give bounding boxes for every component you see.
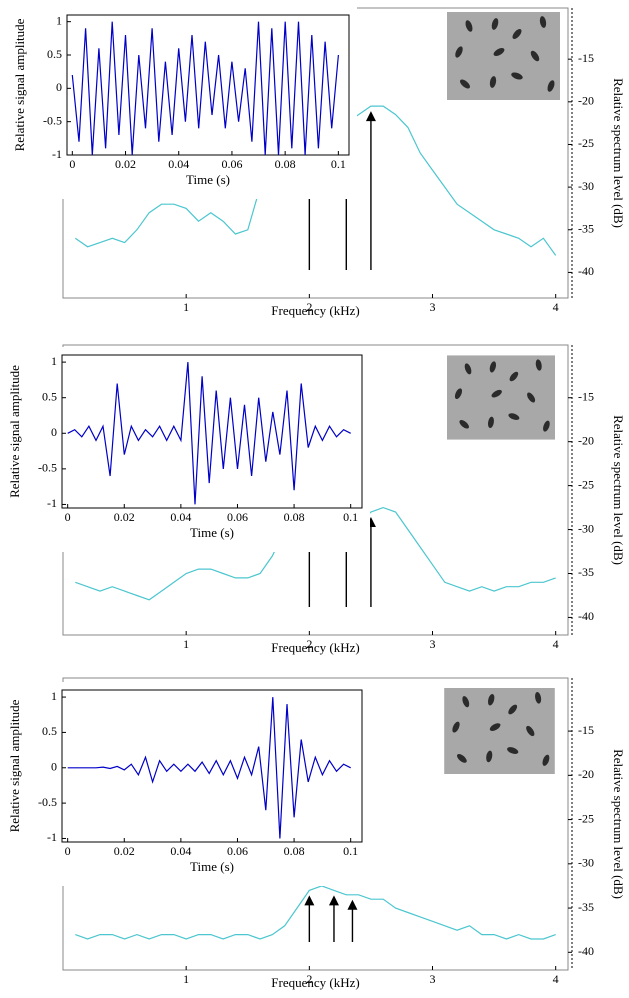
y-axis-label: Relative spectrum level (dB) — [611, 78, 626, 228]
seed-photo — [447, 12, 560, 100]
y-tick-label: -35 — [578, 222, 594, 236]
x-tick-label: 0.08 — [275, 157, 296, 171]
y-tick-label: 0.5 — [42, 724, 57, 738]
x-tick-label: 1 — [183, 300, 189, 314]
y-tick-label: -15 — [578, 389, 594, 403]
y-tick-label: -25 — [578, 477, 594, 491]
x-tick-label: 0.08 — [284, 844, 305, 858]
y-tick-label: 0.5 — [42, 389, 57, 403]
x-axis-label: Frequency (kHz) — [271, 303, 359, 318]
x-axis-label: Frequency (kHz) — [271, 975, 359, 990]
y-axis-label: Relative signal amplitude — [7, 365, 22, 498]
x-tick-label: 2 — [306, 637, 312, 651]
x-axis-label: Time (s) — [190, 525, 234, 540]
waveform-inset: 0 0.02 0.04 0.06 0.08 0.1 -1 -0.5 0 0.5 1 Time (s) R… — [7, 347, 370, 552]
arrow-head — [328, 895, 339, 906]
plot-frame — [61, 354, 363, 509]
y-axis-label: Relative signal amplitude — [12, 18, 27, 151]
x-tick-label: 3 — [430, 972, 436, 986]
y-tick-label: 0 — [51, 425, 57, 439]
x-tick-label: 0.1 — [343, 510, 358, 524]
x-tick-label: 0.06 — [227, 510, 248, 524]
x-tick-label: 4 — [553, 972, 559, 986]
y-tick-label: -30 — [578, 521, 594, 535]
arrow-head — [365, 111, 376, 122]
x-tick-label: 0 — [65, 844, 71, 858]
inset-background — [10, 682, 370, 886]
y-tick-label: 1 — [51, 354, 57, 368]
y-tick-label: -40 — [578, 944, 594, 958]
seed-photo — [444, 688, 555, 774]
y-tick-label: -1 — [52, 147, 62, 161]
y-tick-label: -35 — [578, 565, 594, 579]
x-tick-label: 0.1 — [331, 157, 346, 171]
arrow-head — [347, 899, 358, 910]
x-tick-label: 0.06 — [227, 844, 248, 858]
x-tick-label: 0.1 — [343, 844, 358, 858]
waveform-inset: 0 0.02 0.04 0.06 0.08 0.1 -1 -0.5 0 0.5 1 Time (s) R… — [12, 7, 357, 199]
y-axis-label: Relative spectrum level (dB) — [611, 749, 626, 899]
y-tick-label: -30 — [578, 856, 594, 870]
seed-photo — [447, 355, 555, 440]
x-tick-label: 0 — [69, 157, 75, 171]
y-tick-label: -1 — [47, 496, 57, 510]
y-tick-label: -0.5 — [43, 113, 62, 127]
y-axis-label: Relative signal amplitude — [7, 699, 22, 832]
x-tick-label: 3 — [430, 637, 436, 651]
x-tick-label: 0 — [65, 510, 71, 524]
x-tick-label: 0.06 — [221, 157, 242, 171]
spectrum-panel: 1 2 3 4 -15 -20 -25 -30 -35 -40 Frequency (kHz) Rel… — [62, 677, 626, 990]
x-tick-label: 0.02 — [114, 844, 135, 858]
y-tick-label: -25 — [578, 811, 594, 825]
x-tick-label: 0.02 — [115, 157, 136, 171]
x-axis-label: Time (s) — [186, 172, 230, 187]
y-tick-label: -15 — [578, 723, 594, 737]
inset-background — [10, 347, 370, 552]
y-axis-label: Relative spectrum level (dB) — [611, 415, 626, 565]
y-tick-label: -1 — [47, 830, 57, 844]
x-tick-label: 0.02 — [114, 510, 135, 524]
y-tick-label: 1 — [56, 13, 62, 27]
y-tick-label: -15 — [578, 51, 594, 65]
data-line — [75, 885, 556, 940]
y-tick-label: -40 — [578, 609, 594, 623]
y-tick-label: -0.5 — [38, 461, 57, 475]
y-tick-label: -40 — [578, 264, 594, 278]
x-tick-label: 2 — [306, 300, 312, 314]
x-tick-label: 1 — [183, 637, 189, 651]
waveform-inset: 0 0.02 0.04 0.06 0.08 0.1 -1 -0.5 0 0.5 1 Time (s) R… — [7, 682, 370, 886]
y-tick-label: -20 — [578, 94, 594, 108]
y-tick-label: -20 — [578, 767, 594, 781]
x-tick-label: 0.08 — [284, 510, 305, 524]
x-tick-label: 4 — [553, 300, 559, 314]
y-tick-label: -20 — [578, 433, 594, 447]
y-tick-label: 1 — [51, 689, 57, 703]
x-tick-label: 1 — [183, 972, 189, 986]
y-tick-label: -35 — [578, 900, 594, 914]
x-tick-label: 0.04 — [170, 510, 191, 524]
y-tick-label: 0.5 — [47, 47, 62, 61]
data-line — [67, 362, 351, 505]
plot-frame — [66, 14, 350, 156]
y-tick-label: -0.5 — [38, 795, 57, 809]
data-line — [67, 697, 351, 839]
y-tick-label: 0 — [56, 80, 62, 94]
x-tick-label: 4 — [553, 637, 559, 651]
y-tick-label: -25 — [578, 136, 594, 150]
x-axis-label: Frequency (kHz) — [271, 640, 359, 655]
y-tick-label: 0 — [51, 760, 57, 774]
inset-background — [15, 7, 357, 199]
x-axis-label: Time (s) — [190, 859, 234, 874]
data-line — [71, 21, 339, 155]
x-tick-label: 2 — [306, 972, 312, 986]
x-tick-label: 0.04 — [170, 844, 191, 858]
arrow-head — [304, 895, 315, 906]
x-tick-label: 3 — [430, 300, 436, 314]
plot-frame — [61, 689, 363, 843]
y-tick-label: -30 — [578, 179, 594, 193]
x-tick-label: 0.04 — [168, 157, 189, 171]
